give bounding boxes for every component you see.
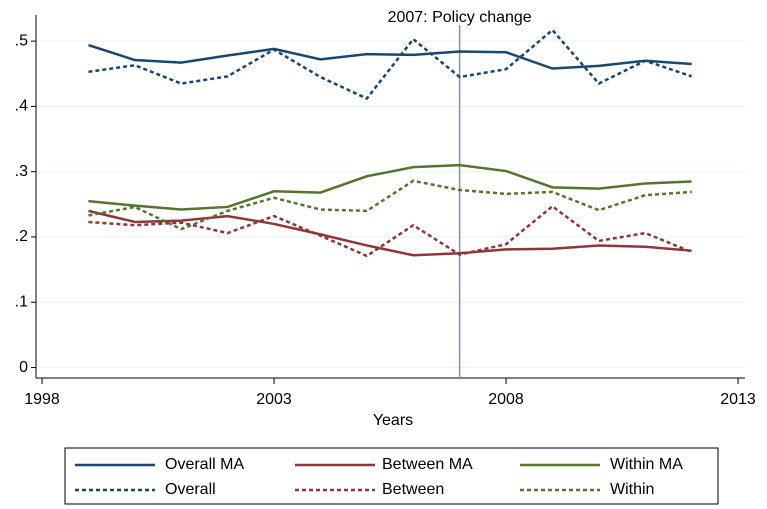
legend-label: Between — [382, 481, 444, 498]
legend-label: Overall MA — [165, 456, 244, 473]
series-line — [88, 179, 692, 231]
y-tick-label: .2 — [15, 228, 28, 245]
series-line — [88, 204, 693, 258]
y-tick-label: .4 — [15, 98, 28, 115]
y-tick-label: .1 — [15, 293, 28, 310]
x-tick-label: 2003 — [256, 391, 292, 408]
x-tick-label: 2008 — [488, 391, 524, 408]
y-tick-label: .5 — [15, 32, 28, 49]
x-axis-label: Years — [373, 412, 413, 429]
series-line — [88, 43, 692, 70]
y-tick-label: 0 — [19, 359, 28, 376]
series-line — [88, 209, 692, 257]
legend-label: Overall — [165, 481, 216, 498]
y-tick-label: .3 — [15, 163, 28, 180]
legend-box — [64, 447, 719, 505]
series-line — [88, 163, 692, 211]
legend-label: Within MA — [610, 456, 683, 473]
legend-label: Within — [610, 481, 654, 498]
x-tick-label: 1998 — [24, 391, 60, 408]
annotation: 2007: Policy change — [388, 9, 532, 26]
legend-label: Between MA — [382, 456, 473, 473]
x-tick-label: 2013 — [720, 391, 756, 408]
series-line — [88, 28, 693, 101]
